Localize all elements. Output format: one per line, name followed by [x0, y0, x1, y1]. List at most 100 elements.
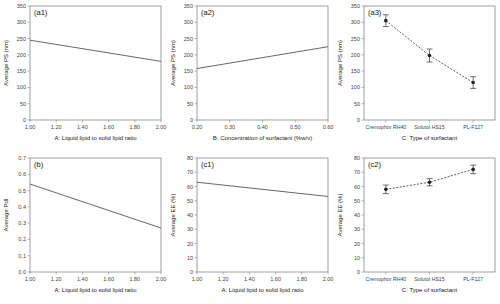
figure: 0501001502002503003501.001.201.401.601.8… — [0, 0, 500, 304]
x-tick-label: 2.00 — [156, 124, 167, 130]
y-tick — [362, 257, 365, 258]
y-tick-label: 0.2 — [18, 236, 26, 242]
x-tick-label: 2.00 — [323, 276, 334, 282]
y-tick — [195, 215, 198, 216]
y-tick-label: 300 — [17, 19, 26, 25]
x-tick-label: 0.60 — [323, 124, 334, 130]
y-tick — [28, 272, 31, 273]
plot-frame — [197, 158, 328, 272]
error-bar — [383, 185, 389, 194]
x-tick-label: 0.40 — [257, 124, 268, 130]
y-tick-label: 70 — [187, 169, 193, 175]
data-line — [30, 184, 161, 228]
x-tick-label: 1.20 — [218, 276, 229, 282]
data-line — [386, 169, 473, 189]
panel: 010203040506070801.001.201.401.601.802.0… — [170, 155, 333, 293]
y-tick-label: 0 — [357, 117, 360, 123]
x-tick-label: 1.80 — [129, 124, 140, 130]
x-tick — [134, 120, 135, 123]
data-point — [428, 180, 432, 184]
y-tick-label: 0.0 — [18, 269, 26, 275]
y-tick-label: 30 — [187, 226, 193, 232]
y-tick-label: 350 — [184, 3, 193, 9]
error-cap — [427, 62, 433, 63]
y-tick-label: 0.4 — [18, 204, 26, 210]
plot-frame — [364, 6, 495, 120]
x-tick — [249, 272, 250, 275]
y-tick — [362, 38, 365, 39]
plot-frame — [30, 158, 161, 272]
y-tick-label: 0.1 — [18, 253, 26, 259]
y-tick-label: 150 — [184, 68, 193, 74]
y-tick — [28, 120, 31, 121]
x-tick — [30, 272, 31, 275]
y-tick — [28, 158, 31, 159]
x-tick — [328, 272, 329, 275]
error-cap — [383, 26, 389, 27]
x-axis-label: B: Concentration of surfactant (%w/v) — [213, 135, 312, 141]
data-group — [383, 15, 476, 89]
y-tick — [362, 103, 365, 104]
y-tick-label: 50 — [354, 198, 360, 204]
x-tick-label: PL-F127 — [463, 124, 483, 130]
x-tick-label: Solutol HS15 — [414, 276, 444, 282]
y-tick-label: 10 — [354, 255, 360, 261]
y-tick-label: 350 — [351, 3, 360, 9]
y-tick — [362, 272, 365, 273]
y-tick — [28, 190, 31, 191]
data-group — [30, 184, 161, 228]
y-tick — [28, 206, 31, 207]
y-tick — [362, 120, 365, 121]
x-tick — [56, 120, 57, 123]
panel: 0501001502002503003500.200.300.400.500.6… — [170, 3, 333, 141]
x-tick — [473, 272, 474, 275]
x-tick — [82, 272, 83, 275]
y-tick — [195, 200, 198, 201]
y-tick — [362, 186, 365, 187]
y-axis-label: Average PS (nm) — [337, 40, 343, 86]
y-tick — [28, 103, 31, 104]
error-bar — [427, 49, 433, 62]
y-tick — [195, 103, 198, 104]
panel: 0.00.10.20.30.40.50.60.71.001.201.401.60… — [3, 155, 166, 293]
y-tick — [362, 71, 365, 72]
y-tick-label: 150 — [17, 68, 26, 74]
y-tick — [362, 200, 365, 201]
y-tick-label: 200 — [351, 52, 360, 58]
x-tick-label: 1.40 — [244, 276, 255, 282]
x-tick-label: 1.00 — [25, 124, 36, 130]
x-tick — [429, 120, 430, 123]
y-tick — [28, 38, 31, 39]
plot-frame — [30, 6, 161, 120]
error-cap — [470, 165, 476, 166]
error-cap — [470, 76, 476, 77]
error-cap — [427, 48, 433, 49]
x-tick-label: 1.80 — [129, 276, 140, 282]
error-cap — [383, 185, 389, 186]
error-bar — [470, 77, 476, 89]
y-tick-label: 40 — [354, 212, 360, 218]
y-tick-label: 10 — [187, 255, 193, 261]
x-axis-label: C: Type of surfactant — [402, 135, 458, 141]
y-tick-label: 100 — [351, 84, 360, 90]
data-point — [428, 54, 432, 58]
x-tick-label: 1.60 — [103, 124, 114, 130]
y-tick — [195, 172, 198, 173]
x-tick-label: Solutol HS15 — [414, 124, 444, 130]
y-tick — [195, 6, 198, 7]
y-tick-label: 100 — [17, 84, 26, 90]
x-tick — [30, 120, 31, 123]
x-axis-label: A: Liquid lipid to solid lipid ratio — [54, 287, 137, 293]
error-cap — [470, 88, 476, 89]
y-tick-label: 40 — [187, 212, 193, 218]
x-axis-label: A: Liquid lipid to solid lipid ratio — [54, 135, 137, 141]
y-tick-label: 200 — [17, 52, 26, 58]
y-tick-label: 20 — [187, 241, 193, 247]
y-tick-label: 300 — [351, 19, 360, 25]
error-cap — [427, 178, 433, 179]
y-tick-label: 20 — [354, 241, 360, 247]
error-bar — [427, 179, 433, 186]
y-tick-label: 0 — [190, 117, 193, 123]
y-tick — [28, 22, 31, 23]
x-tick — [197, 272, 198, 275]
